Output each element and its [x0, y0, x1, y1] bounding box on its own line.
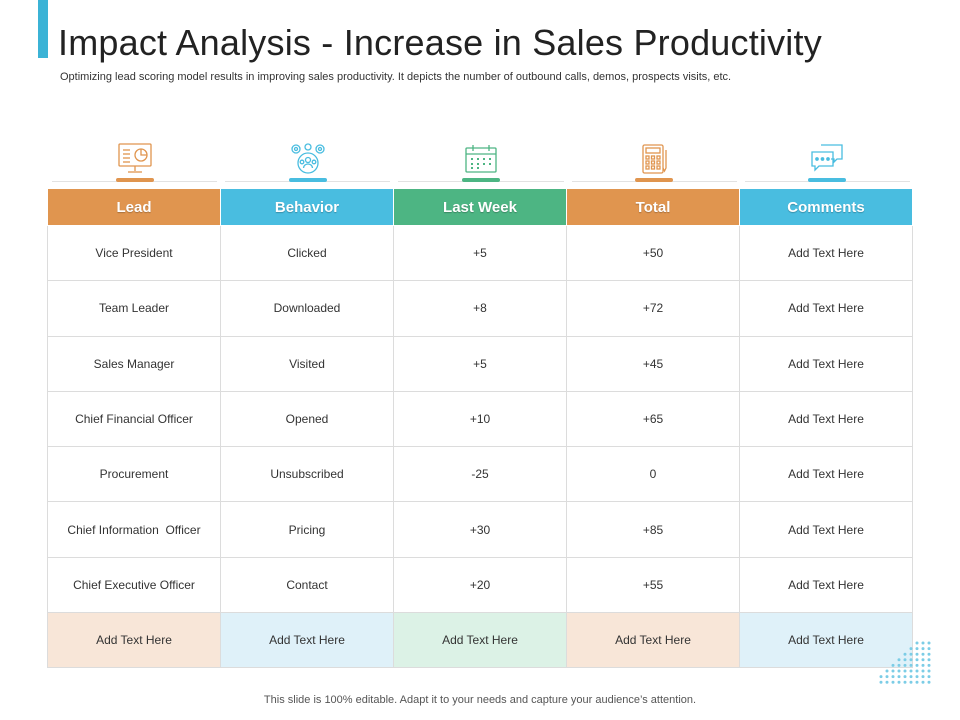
column-icons [48, 138, 914, 188]
icon-col-comments [741, 138, 914, 188]
cell-behavior: Contact [220, 556, 394, 614]
cell-total: +85 [566, 501, 740, 558]
cell-total: +55 [566, 556, 740, 614]
header-total: Total [566, 188, 740, 226]
cell-behavior: Visited [220, 335, 394, 392]
table-row: Procurement Unsubscribed -25 0 Add Text … [47, 446, 913, 503]
cell-last-week: +8 [393, 280, 567, 337]
footer-cell-comments: Add Text Here [739, 612, 913, 669]
table-row: Team Leader Downloaded +8 +72 Add Text H… [47, 280, 913, 337]
chat-bubbles-icon [811, 144, 843, 172]
cell-lead: Team Leader [47, 280, 221, 337]
monitor-chart-icon [117, 143, 152, 173]
title-accent-bar [38, 0, 48, 58]
decorative-dot-grid [879, 641, 931, 684]
cell-comments: Add Text Here [739, 446, 913, 503]
icon-marker [288, 178, 327, 182]
footer-cell-total: Add Text Here [566, 612, 740, 669]
cell-last-week: +30 [393, 501, 567, 558]
cell-comments: Add Text Here [739, 390, 913, 448]
cell-lead: Vice President [47, 224, 221, 282]
cell-lead: Sales Manager [47, 335, 221, 392]
cell-last-week: +5 [393, 335, 567, 392]
table-row: Chief Information Officer Pricing +30 +8… [47, 501, 913, 558]
header-comments: Comments [739, 188, 913, 226]
footer-cell-behavior: Add Text Here [220, 612, 394, 669]
icon-col-lead [48, 138, 221, 188]
table-row: Chief Executive Officer Contact +20 +55 … [47, 556, 913, 614]
cell-behavior: Clicked [220, 224, 394, 282]
cell-behavior: Opened [220, 390, 394, 448]
icon-col-total [568, 138, 741, 188]
table-row: Sales Manager Visited +5 +45 Add Text He… [47, 335, 913, 392]
cell-behavior: Unsubscribed [220, 446, 394, 503]
cell-comments: Add Text Here [739, 556, 913, 614]
slide-title: Impact Analysis - Increase in Sales Prod… [58, 22, 822, 63]
header-last-week: Last Week [393, 188, 567, 226]
cell-last-week: +20 [393, 556, 567, 614]
icon-marker [635, 178, 674, 182]
cell-last-week: +10 [393, 390, 567, 448]
cell-comments: Add Text Here [739, 501, 913, 558]
cell-total: +65 [566, 390, 740, 448]
footer-cell-lead: Add Text Here [47, 612, 221, 669]
icon-marker [461, 178, 500, 182]
team-gears-icon [291, 143, 325, 174]
footer-cell-last-week: Add Text Here [393, 612, 567, 669]
cell-lead: Chief Executive Officer [47, 556, 221, 614]
icon-col-behavior [221, 138, 394, 188]
table-row: Chief Financial Officer Opened +10 +65 A… [47, 390, 913, 448]
cell-lead: Chief Information Officer [47, 501, 221, 558]
cell-total: +45 [566, 335, 740, 392]
table-header-row: Lead Behavior Last Week Total Comments [47, 188, 913, 226]
calculator-icon [642, 144, 667, 174]
header-lead: Lead [47, 188, 221, 226]
cell-last-week: -25 [393, 446, 567, 503]
cell-comments: Add Text Here [739, 224, 913, 282]
cell-comments: Add Text Here [739, 335, 913, 392]
slide-subtitle: Optimizing lead scoring model results in… [60, 71, 732, 83]
cell-lead: Chief Financial Officer [47, 390, 221, 448]
cell-comments: Add Text Here [739, 280, 913, 337]
cell-total: +72 [566, 280, 740, 337]
cell-total: +50 [566, 224, 740, 282]
header-behavior: Behavior [220, 188, 394, 226]
table-footer-row: Add Text Here Add Text Here Add Text Her… [47, 612, 913, 669]
icon-marker [115, 178, 154, 182]
icon-marker [808, 178, 847, 182]
icon-col-last-week [394, 138, 567, 188]
cell-behavior: Downloaded [220, 280, 394, 337]
table-row: Vice President Clicked +5 +50 Add Text H… [47, 224, 913, 282]
calendar-icon [465, 145, 497, 173]
cell-behavior: Pricing [220, 501, 394, 558]
cell-last-week: +5 [393, 224, 567, 282]
slide-footer-note: This slide is 100% editable. Adapt it to… [263, 694, 697, 706]
impact-table: Lead Behavior Last Week Total Comments V… [47, 188, 913, 669]
cell-lead: Procurement [47, 446, 221, 503]
cell-total: 0 [566, 446, 740, 503]
